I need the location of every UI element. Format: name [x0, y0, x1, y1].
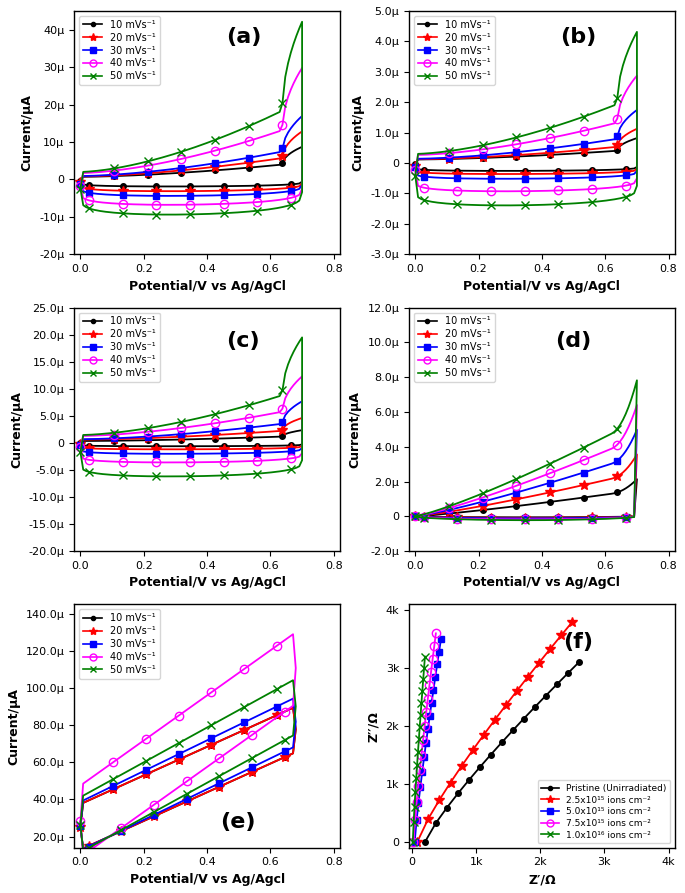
Text: (f): (f) — [563, 632, 593, 652]
Legend: Pristine (Unirradiated), 2.5x10¹⁵ ions cm⁻², 5.0x10¹⁵ ions cm⁻², 7.5x10¹⁵ ions c: Pristine (Unirradiated), 2.5x10¹⁵ ions c… — [538, 780, 671, 843]
Y-axis label: Current/μA: Current/μA — [352, 94, 365, 171]
Legend: 10 mVs⁻¹, 20 mVs⁻¹, 30 mVs⁻¹, 40 mVs⁻¹, 50 mVs⁻¹: 10 mVs⁻¹, 20 mVs⁻¹, 30 mVs⁻¹, 40 mVs⁻¹, … — [79, 313, 160, 382]
Text: (a): (a) — [226, 27, 261, 46]
X-axis label: Potential/V vs Ag/AgCl: Potential/V vs Ag/AgCl — [464, 576, 621, 589]
Y-axis label: Z′′/Ω: Z′′/Ω — [367, 711, 380, 741]
Legend: 10 mVs⁻¹, 20 mVs⁻¹, 30 mVs⁻¹, 40 mVs⁻¹, 50 mVs⁻¹: 10 mVs⁻¹, 20 mVs⁻¹, 30 mVs⁻¹, 40 mVs⁻¹, … — [414, 313, 495, 382]
Text: (c): (c) — [226, 330, 260, 351]
X-axis label: Z′/Ω: Z′/Ω — [528, 873, 556, 886]
X-axis label: Potential/V vs Ag/AgCl: Potential/V vs Ag/AgCl — [129, 576, 286, 589]
Legend: 10 mVs⁻¹, 20 mVs⁻¹, 30 mVs⁻¹, 40 mVs⁻¹, 50 mVs⁻¹: 10 mVs⁻¹, 20 mVs⁻¹, 30 mVs⁻¹, 40 mVs⁻¹, … — [79, 609, 160, 679]
Y-axis label: Current/μA: Current/μA — [21, 94, 34, 171]
X-axis label: Potential/V vs Ag/AgCl: Potential/V vs Ag/AgCl — [129, 280, 286, 293]
X-axis label: Potential/V vs Ag/Agcl: Potential/V vs Ag/Agcl — [129, 873, 285, 886]
Legend: 10 mVs⁻¹, 20 mVs⁻¹, 30 mVs⁻¹, 40 mVs⁻¹, 50 mVs⁻¹: 10 mVs⁻¹, 20 mVs⁻¹, 30 mVs⁻¹, 40 mVs⁻¹, … — [414, 16, 495, 85]
X-axis label: Potential/V vs Ag/AgCl: Potential/V vs Ag/AgCl — [464, 280, 621, 293]
Y-axis label: Current/μA: Current/μA — [10, 391, 23, 468]
Y-axis label: Current/μA: Current/μA — [349, 391, 362, 468]
Text: (e): (e) — [221, 813, 256, 832]
Text: (d): (d) — [556, 330, 591, 351]
Y-axis label: Current/μA: Current/μA — [7, 688, 20, 764]
Legend: 10 mVs⁻¹, 20 mVs⁻¹, 30 mVs⁻¹, 40 mVs⁻¹, 50 mVs⁻¹: 10 mVs⁻¹, 20 mVs⁻¹, 30 mVs⁻¹, 40 mVs⁻¹, … — [79, 16, 160, 85]
Text: (b): (b) — [560, 27, 597, 46]
